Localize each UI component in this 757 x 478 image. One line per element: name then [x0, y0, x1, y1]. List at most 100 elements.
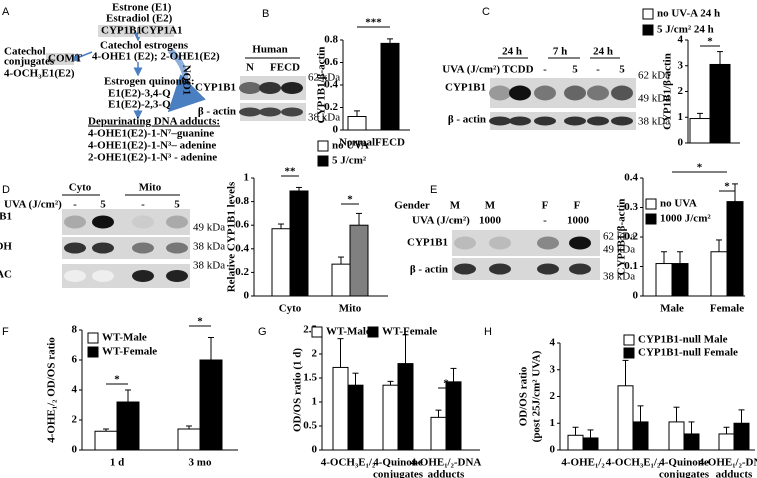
blot-header: Mito [139, 182, 162, 194]
blot-band [132, 242, 154, 254]
blot-header: F [574, 200, 581, 212]
significance-label: * [347, 194, 353, 206]
panel-label: A [2, 6, 10, 18]
pathway-text: Depurinating DNA adducts: [88, 116, 220, 128]
pathway-text: Estrone (E1) [112, 2, 172, 14]
uva-label: - [453, 215, 457, 227]
bar [94, 430, 118, 451]
legend-swatch [317, 155, 329, 167]
bar [582, 437, 599, 451]
blot-row-label: CYP1B1 [0, 211, 12, 223]
uva-label: - [543, 215, 547, 227]
bar [671, 263, 689, 297]
panel-label: F [2, 326, 9, 338]
panel-label: G [258, 326, 267, 338]
y-axis-label: 4-OHE₁/₂ OD/OS ratio [46, 337, 58, 443]
blot-band [489, 236, 511, 250]
y-tick-label: 3 [678, 59, 684, 71]
panel-label: B [262, 8, 269, 20]
significance-label: * [697, 162, 703, 174]
x-tick-label: 4-OHE₁/₂-DNA [699, 457, 757, 469]
kda-marker: 62 kDa [603, 231, 635, 243]
legend-label: no UVA [332, 140, 369, 152]
bar [709, 63, 731, 144]
kda-marker: 38 kDa [308, 112, 340, 124]
panel-label: H [484, 326, 492, 338]
uva-label: 5 [619, 64, 625, 76]
bar [271, 228, 291, 297]
blot-header: FECD [270, 62, 300, 74]
kda-marker: 49 kDa [603, 244, 635, 256]
y-axis-label: Relative CYP1B1 levels [226, 181, 238, 292]
bar [177, 428, 201, 451]
y-tick-label: 4 [550, 337, 556, 349]
kda-marker: 38 kDa [193, 241, 225, 253]
x-tick-label: Normal [339, 137, 375, 149]
y-tick-label: 1 [550, 417, 556, 429]
legend-label: 5 J/cm² [332, 155, 367, 167]
blot-band [92, 270, 114, 282]
blot-band [509, 116, 531, 126]
x-tick-label: adducts [716, 469, 753, 478]
pathway-text: CYP1B1 [101, 25, 142, 37]
blot-row-label: β - actin [410, 264, 448, 276]
blot-band [166, 270, 188, 282]
y-axis-label: (post 25J/cm² UVA) [531, 350, 543, 442]
y-tick-label: 0.8 [324, 34, 338, 46]
blot-band [454, 263, 476, 275]
blot-band [611, 85, 633, 101]
uva-label: TCDD [502, 64, 533, 76]
blot-header: Cyto [69, 182, 92, 194]
bar [349, 224, 369, 297]
blot-band [534, 116, 556, 126]
pathway-text: E1(E2)-3,4-Q [108, 88, 171, 100]
significance-label: * [114, 374, 120, 386]
blot-band [454, 236, 476, 250]
legend-label: no UV-A 24 h [657, 8, 720, 20]
bar [683, 433, 700, 451]
blot-band [569, 263, 591, 275]
bar [668, 421, 685, 451]
uva-label: - [596, 64, 600, 76]
legend-swatch [317, 140, 329, 152]
legend-label: CYP1B1-null Female [638, 347, 738, 359]
legend-swatch [642, 24, 654, 36]
significance-label: * [724, 181, 730, 193]
kda-marker: 49 kDa [638, 93, 670, 105]
legend-label: CYP1B1-null Male [638, 334, 728, 346]
significance-label: * [443, 378, 449, 390]
pathway-text: 4-OHE1(E2)-1-N⁷–guanine [88, 128, 214, 140]
bar [617, 385, 634, 451]
blot-row-label: GAPDH [0, 241, 12, 253]
x-tick-label: 3 mo [189, 457, 212, 469]
x-tick-label: Cyto [279, 303, 302, 315]
uva-label: 5 [174, 199, 180, 211]
x-tick-label: 4-Quinone [373, 457, 423, 469]
blot-band [64, 242, 86, 254]
uva-label: - [73, 199, 77, 211]
y-tick-label: 1 [678, 111, 684, 123]
x-tick-label: Male [660, 303, 684, 315]
kda-marker: 38 kDa [638, 116, 670, 128]
x-tick-label: FECD [375, 137, 405, 149]
legend-swatch [311, 326, 323, 338]
x-tick-label: conjugates [373, 469, 424, 478]
x-tick-label: adducts [428, 469, 465, 478]
legend-label: WT-Male [102, 332, 147, 344]
pathway-text: 4-OCH₃E1(E2) [4, 68, 75, 80]
y-axis-label: CYP1B1/β-actin [316, 47, 328, 124]
y-tick-label: 0.3 [624, 201, 638, 213]
significance-label: ** [285, 166, 297, 178]
kda-marker: 62 kDa [308, 72, 340, 84]
panel-label: E [430, 184, 437, 196]
blot-strip [62, 237, 190, 259]
bar [289, 190, 309, 297]
enzyme-box [138, 25, 174, 37]
y-axis-label: OD/OS ratio (1 d) [292, 348, 304, 432]
blot-band [489, 116, 511, 126]
blot-band [92, 242, 114, 254]
blot-band [489, 85, 511, 101]
uva-label: UVA (J/cm²) [412, 215, 470, 227]
bar [445, 381, 462, 451]
